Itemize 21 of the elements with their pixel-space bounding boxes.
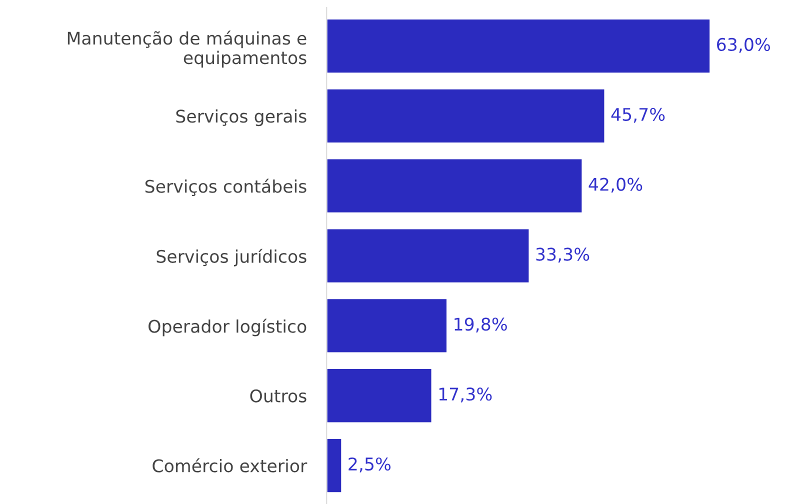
bar: [326, 88, 606, 144]
data-label: 63,0%: [717, 38, 770, 53]
y-tick-label: Serviços gerais: [176, 109, 306, 126]
bar: [326, 158, 584, 214]
bar: [326, 368, 433, 424]
data-label: 42,0%: [588, 178, 642, 193]
y-tick-label: Serviços contábeis: [145, 178, 306, 196]
data-label: 33,3%: [536, 248, 590, 263]
data-label: 17,3%: [439, 388, 492, 402]
y-tick-label: Operador logístico: [148, 318, 306, 336]
data-label: 19,8%: [454, 318, 507, 333]
bar: [326, 438, 343, 494]
y-tick-label: Serviços jurídicos: [156, 248, 306, 266]
bar: [326, 18, 711, 74]
y-tick-label: Comércio exterior: [152, 458, 308, 472]
bar: [326, 298, 448, 354]
bar: [326, 228, 530, 284]
y-tick-label: Outros: [250, 389, 306, 402]
data-label: 2,5%: [348, 457, 391, 472]
y-tick-label: Manutenção de máquinas e equipamentos: [68, 30, 306, 68]
data-label: 45,7%: [611, 108, 665, 123]
